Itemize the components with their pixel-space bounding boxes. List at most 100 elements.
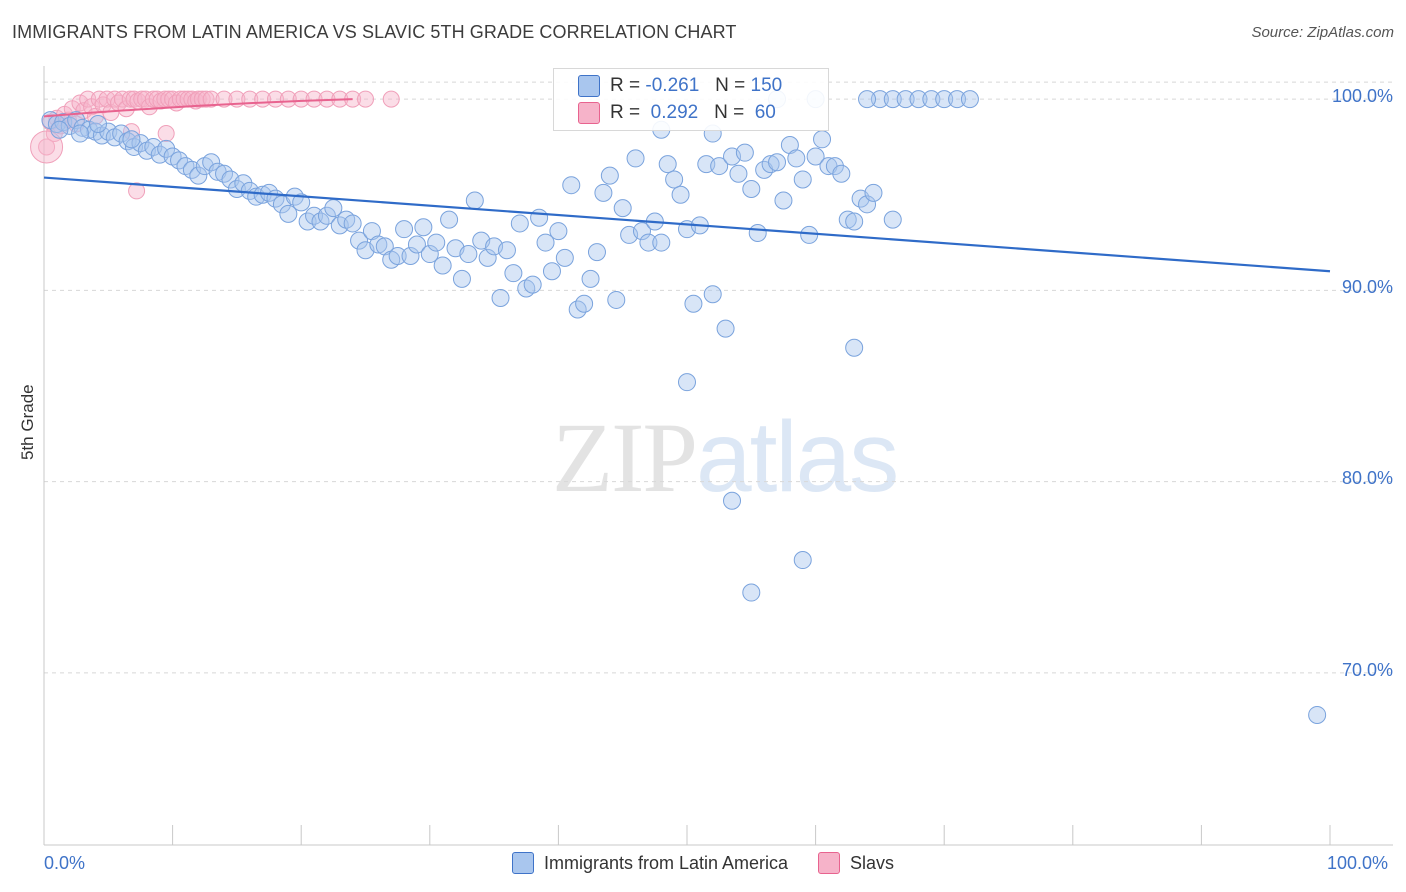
- latin-america-point: [845, 338, 864, 357]
- slavs-point: [357, 90, 374, 108]
- legend-swatch-blue: [578, 75, 600, 97]
- latin-america-point: [870, 90, 889, 109]
- latin-america-point: [536, 233, 555, 252]
- latin-america-point: [395, 220, 414, 239]
- latin-america-point: [523, 275, 542, 294]
- latin-america-point: [401, 246, 420, 265]
- latin-america-point: [793, 170, 812, 189]
- latin-america-point: [497, 241, 516, 260]
- watermark-zip: ZIP: [552, 402, 698, 513]
- latin-america-point: [407, 235, 426, 254]
- latin-america-point: [587, 243, 606, 262]
- latin-america-point: [202, 153, 221, 172]
- latin-america-point: [729, 164, 748, 183]
- latin-america-point: [530, 208, 549, 227]
- slavs-point: [202, 90, 220, 108]
- slavs-point-large: [30, 130, 64, 164]
- latin-america-point: [787, 149, 806, 168]
- latin-america-point: [189, 166, 208, 185]
- latin-america-point: [800, 225, 819, 244]
- latin-america-point: [549, 222, 568, 241]
- chart-source: Source: ZipAtlas.com: [1251, 24, 1394, 41]
- latin-america-point: [652, 233, 671, 252]
- latin-america-point: [504, 264, 523, 283]
- y-axis-label: 5th Grade: [18, 384, 37, 460]
- latin-america-point: [703, 285, 722, 304]
- latin-america-point: [607, 290, 626, 309]
- slavs-point: [215, 90, 233, 108]
- latin-america-point: [665, 170, 684, 189]
- latin-america-point: [761, 155, 780, 174]
- slavs-point: [193, 90, 211, 108]
- latin-america-point: [883, 210, 902, 229]
- latin-america-point: [1308, 705, 1327, 724]
- data-points: [30, 90, 1327, 724]
- legend-r-label: R =: [610, 102, 641, 123]
- slavs-point: [305, 90, 323, 108]
- latin-america-point: [50, 120, 69, 139]
- latin-america-point: [575, 294, 594, 313]
- legend-swatch-pink: [818, 852, 841, 874]
- latin-america-point: [157, 139, 176, 158]
- latin-america-point: [639, 233, 658, 252]
- legend-n-value: 150: [750, 75, 783, 96]
- latin-america-point: [369, 235, 388, 254]
- chart-title: IMMIGRANTS FROM LATIN AMERICA VS SLAVIC …: [12, 22, 737, 42]
- latin-america-point: [414, 218, 433, 237]
- watermark: ZIPatlas: [552, 400, 899, 515]
- latin-america-point: [774, 191, 793, 210]
- latin-america-point: [909, 90, 928, 109]
- latin-america-point: [279, 204, 298, 223]
- slavs-point: [38, 138, 56, 156]
- latin-america-point: [832, 164, 851, 183]
- latin-america-point: [768, 153, 787, 172]
- x-tick-label-0: 0.0%: [44, 853, 86, 873]
- latin-america-point: [825, 157, 844, 176]
- slavs-trend-line: [43, 98, 353, 118]
- latin-america-point: [948, 90, 967, 109]
- latin-america-point: [594, 183, 613, 202]
- y-tick-label-70: 70.0%: [1341, 660, 1393, 680]
- latin-america-point: [632, 222, 651, 241]
- latin-america-point: [71, 124, 90, 143]
- latin-america-point: [343, 214, 362, 233]
- latin-america-point: [896, 90, 915, 109]
- legend-label-latin-america: Immigrants from Latin America: [543, 852, 789, 873]
- latin-america-point: [317, 206, 336, 225]
- latin-america-point: [813, 130, 832, 149]
- latin-america-point: [440, 210, 459, 229]
- latin-america-point: [806, 147, 825, 166]
- legend-n-value: 60: [749, 102, 776, 123]
- latin-america-point: [600, 166, 619, 185]
- y-tick-label-100: 100.0%: [1331, 86, 1393, 106]
- latin-america-point: [112, 124, 131, 143]
- latin-america-point: [122, 130, 141, 149]
- axes: [43, 66, 1393, 846]
- latin-america-point: [292, 193, 311, 212]
- latin-america-point: [562, 176, 581, 195]
- slavs-point: [382, 90, 400, 108]
- trend-lines: [43, 98, 1331, 273]
- legend-label-slavs: Slavs: [850, 852, 895, 873]
- latin-america-point: [613, 199, 632, 218]
- latin-america-point: [858, 195, 877, 214]
- watermark-atlas: atlas: [696, 401, 899, 513]
- latin-america-point: [845, 212, 864, 231]
- legend-n-label: N =: [714, 102, 745, 123]
- latin-america-point: [838, 210, 857, 229]
- latin-america-point: [960, 90, 979, 109]
- legend-swatch-pink: [578, 102, 600, 124]
- latin-america-point: [935, 90, 954, 109]
- latin-america-point: [684, 294, 703, 313]
- latin-america-point: [735, 143, 754, 162]
- legend-row-slavs: R = 0.292 N = 60: [578, 100, 776, 126]
- latin-america-point: [555, 248, 574, 267]
- latin-america-point: [581, 269, 600, 288]
- latin-america-point: [459, 245, 478, 264]
- latin-america-point: [742, 180, 761, 199]
- legend-item-latin-america[interactable]: Immigrants from Latin America: [511, 852, 789, 874]
- latin-america-point: [626, 149, 645, 168]
- legend-item-slavs[interactable]: Slavs: [818, 852, 894, 874]
- slavs-point: [128, 182, 146, 200]
